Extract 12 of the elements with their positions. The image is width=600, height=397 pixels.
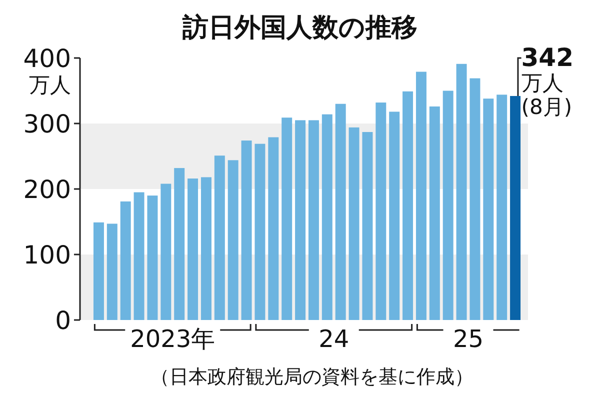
y-tick-label: 300 bbox=[23, 110, 71, 138]
text: （日本政府観光局の資料を基に作成） bbox=[150, 366, 474, 388]
text: 25 bbox=[452, 325, 484, 353]
text: 24 bbox=[318, 325, 350, 353]
chart-title: 訪日外国人数の推移 bbox=[182, 13, 418, 43]
y-tick-label: 0 bbox=[55, 306, 71, 335]
data-label: 342 万人 (8月) bbox=[521, 43, 574, 119]
text: 2023年 bbox=[130, 325, 216, 353]
y-tick-label: 200 bbox=[23, 175, 71, 204]
y-axis-title: 万人 bbox=[29, 73, 71, 97]
y-tick-label: 100 bbox=[23, 240, 71, 270]
y-tick-label: 400 bbox=[23, 44, 71, 73]
